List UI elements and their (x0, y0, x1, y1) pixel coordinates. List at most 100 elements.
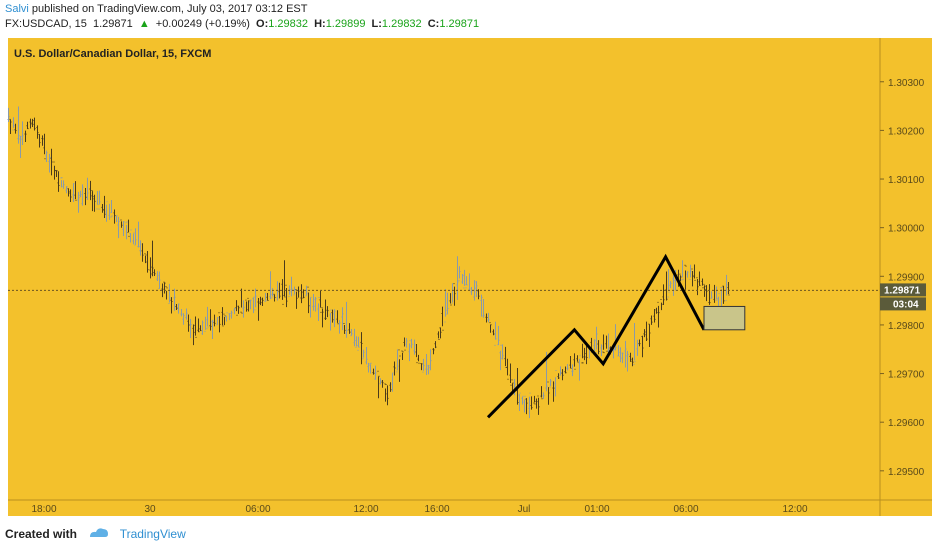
ohlc-bar (108, 203, 111, 220)
ohlc-bar (314, 297, 317, 312)
ohlc-bar (293, 286, 296, 296)
ohlc-bar (324, 299, 327, 320)
ohlc-bar (523, 395, 526, 413)
publish-line: Salvi published on TradingView.com, July… (5, 3, 308, 15)
ohlc-bar (629, 352, 632, 362)
ohlc-bar (535, 398, 538, 409)
ohlc-bar (134, 228, 137, 246)
ohlc-bar (655, 307, 658, 314)
symbol-name: FX:USDCAD, 15 (5, 18, 87, 30)
time-axis[interactable] (8, 500, 932, 516)
ohlc-bar (362, 349, 365, 360)
ohlc-bar (278, 282, 281, 299)
ohlc-bar (377, 370, 380, 399)
ohlc-bar (554, 370, 557, 397)
ohlc-bar (633, 322, 636, 365)
price-bars (7, 106, 730, 419)
ohlc-bar (185, 308, 188, 320)
ohlc-bar (338, 320, 341, 334)
tradingview-brand-link[interactable]: TradingView (119, 527, 186, 541)
ohlc-bar (624, 340, 627, 368)
ohlc-bar (309, 296, 312, 318)
ohlc-bar (410, 338, 413, 349)
ohlc-bar (213, 314, 216, 327)
ohlc-bar (698, 271, 701, 286)
ohlc-bar (38, 133, 41, 148)
y-tick-label: 1.30100 (888, 175, 925, 186)
ohlc-bar (679, 273, 682, 282)
ohlc-bar (249, 299, 252, 310)
ohlc-bar (722, 285, 725, 304)
ohlc-bar (391, 372, 394, 392)
x-tick-label: 06:00 (245, 504, 270, 515)
high-label: H: (314, 18, 326, 30)
author-link[interactable]: Salvi (5, 3, 29, 15)
ohlc-bar (79, 190, 82, 198)
ohlc-bar (547, 381, 550, 405)
ohlc-bar (165, 286, 168, 300)
ohlc-bar (638, 339, 641, 347)
ohlc-bar (120, 219, 123, 228)
ohlc-bar (331, 309, 334, 323)
ohlc-bar (218, 312, 221, 333)
y-tick-label: 1.29900 (888, 272, 925, 283)
y-tick-label: 1.30200 (888, 126, 925, 137)
ohlc-bar (343, 323, 346, 334)
ohlc-bar (552, 381, 555, 402)
ohlc-bar (300, 284, 303, 304)
ohlc-bar (708, 284, 711, 305)
ohlc-bar (125, 221, 128, 240)
ohlc-bar (641, 335, 644, 358)
ohlc-bar (312, 293, 315, 311)
x-tick-label: Jul (518, 504, 531, 515)
ohlc-bar (192, 324, 195, 346)
ohlc-bar (235, 300, 238, 316)
ohlc-bar (348, 323, 351, 334)
current-price-label: 1.29871 (884, 285, 921, 296)
ohlc-bar (521, 395, 524, 405)
target-box-drawing[interactable] (703, 305, 746, 331)
ohlc-bar (77, 191, 80, 213)
ohlc-bar (14, 123, 17, 134)
ohlc-bar (549, 379, 552, 388)
ohlc-bar (206, 306, 209, 330)
ohlc-bar (211, 319, 214, 339)
countdown-label: 03:04 (893, 299, 919, 310)
ohlc-bar (233, 307, 236, 315)
x-tick-label: 12:00 (782, 504, 807, 515)
price-axis[interactable] (880, 38, 932, 500)
ohlc-bar (41, 135, 44, 146)
ohlc-bar (60, 177, 63, 188)
ohlc-bar (158, 271, 161, 289)
x-tick-label: 18:00 (31, 504, 56, 515)
ohlc-bar (465, 276, 468, 289)
ohlc-bar (542, 392, 545, 400)
plot-area[interactable] (8, 38, 880, 500)
high-value: 1.29899 (325, 18, 366, 30)
y-tick-label: 1.29800 (888, 321, 925, 332)
ohlc-bar (665, 271, 668, 301)
ohlc-bar (96, 191, 99, 210)
last-price: 1.29871 (92, 18, 133, 30)
x-tick-label: 01:00 (584, 504, 609, 515)
ohlc-bar (168, 283, 171, 304)
ohlc-bar (137, 221, 140, 248)
ohlc-bar (266, 292, 269, 302)
ohlc-bar (189, 318, 192, 338)
ohlc-bar (468, 273, 471, 290)
ohlc-bar (669, 281, 672, 289)
ohlc-bar (425, 353, 428, 376)
tradingview-cloud-icon[interactable] (88, 527, 110, 542)
ohlc-bar (156, 271, 159, 282)
ohlc-bar (408, 340, 411, 362)
ohlc-bar (199, 325, 202, 332)
ohlc-bar (357, 336, 360, 351)
ohlc-bar (151, 240, 154, 277)
zigzag-drawing[interactable] (486, 253, 706, 419)
ohlc-bar (701, 278, 704, 289)
ohlc-bar (725, 274, 728, 302)
ohlc-bar (437, 331, 440, 340)
ohlc-bar (485, 313, 488, 323)
open-value: 1.29832 (268, 18, 309, 30)
